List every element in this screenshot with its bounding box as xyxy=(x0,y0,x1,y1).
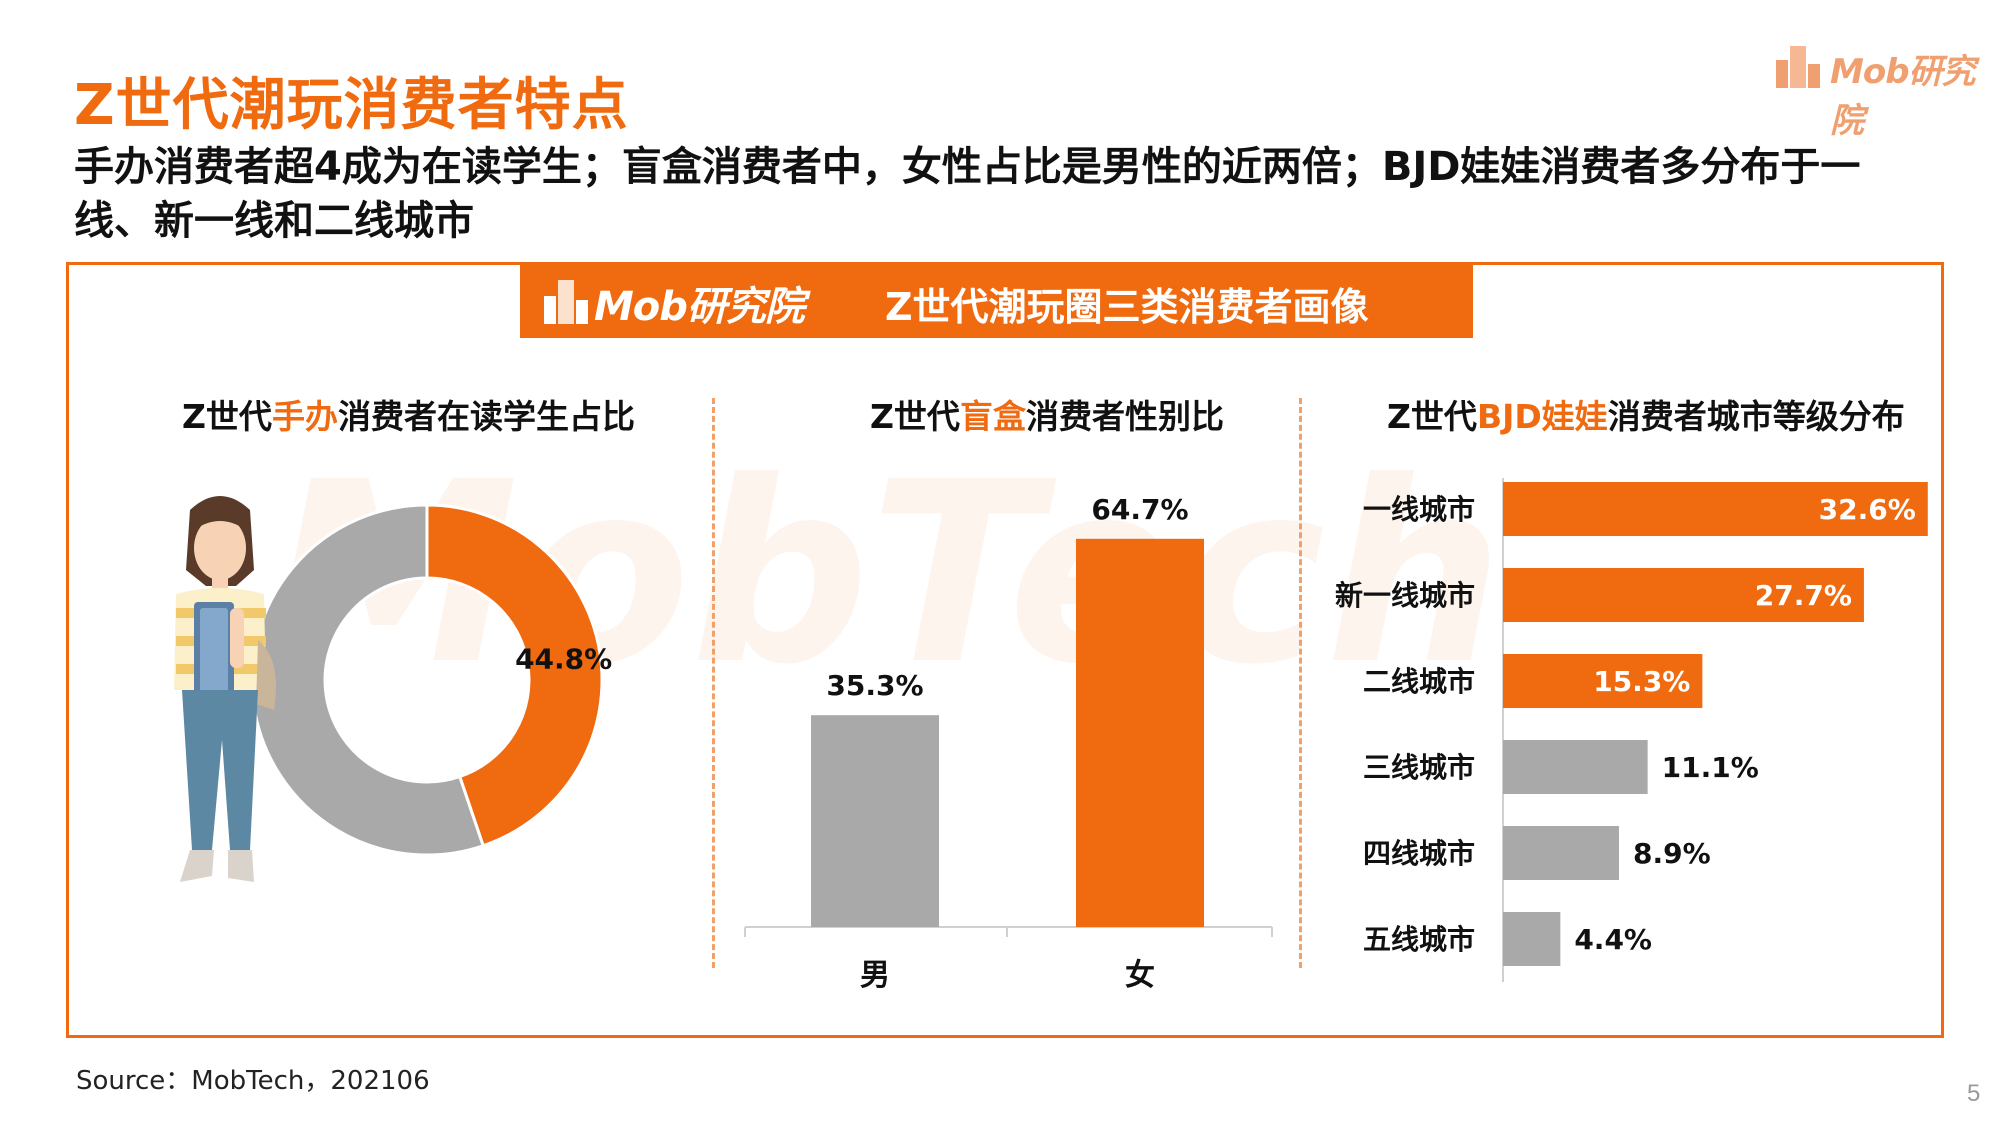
city-bar-label-3: 11.1% xyxy=(1662,751,1759,784)
donut-slice-label-0: 44.8% xyxy=(515,642,612,675)
city-bar-1 xyxy=(1503,568,1864,622)
page-number: 5 xyxy=(1967,1080,1981,1107)
gender-category-1: 女 xyxy=(1125,958,1155,993)
page-subtitle: 手办消费者超4成为在读学生；盲盒消费者中，女性占比是男性的近两倍；BJD娃娃消费… xyxy=(74,144,1861,244)
building-logo-icon xyxy=(1776,46,1820,88)
panel-divider-right xyxy=(1299,398,1302,968)
student-illustration xyxy=(174,496,276,882)
page-title: Z世代潮玩消费者特点 xyxy=(74,73,629,138)
city-bar-5 xyxy=(1503,912,1561,966)
donut-slice-1 xyxy=(250,503,486,857)
gender-bar-chart: 35.3% 男 64.7% 女 xyxy=(744,493,1273,993)
donut-panel-title: Z世代手办消费者在读学生占比 xyxy=(182,397,635,436)
gender-bar-label-0: 35.3% xyxy=(826,669,923,702)
city-category-2: 二线城市 xyxy=(1363,665,1475,698)
city-bar-3 xyxy=(1503,740,1648,794)
donut-slice-0 xyxy=(425,503,604,848)
city-category-3: 三线城市 xyxy=(1363,751,1475,784)
city-category-0: 一线城市 xyxy=(1363,493,1475,526)
mob-logo-text: Mob研究院 xyxy=(1830,52,1976,141)
city-bar-label-0: 32.6% xyxy=(1819,493,1916,526)
city-panel-title: Z世代BJD娃娃消费者城市等级分布 xyxy=(1387,397,1905,436)
city-bar-4 xyxy=(1503,826,1619,880)
gender-category-0: 男 xyxy=(860,958,890,993)
city-bar-0 xyxy=(1503,482,1928,536)
section-banner: Mob研究院 Z世代潮玩圈三类消费者画像 xyxy=(520,262,1473,338)
city-category-5: 五线城市 xyxy=(1363,923,1475,956)
gender-bar-1 xyxy=(1076,538,1204,927)
banner-logo-text: Mob研究院 xyxy=(594,284,805,330)
source-note: Source：MobTech，202106 xyxy=(76,1066,430,1096)
panel-divider-left xyxy=(712,398,715,968)
city-category-4: 四线城市 xyxy=(1363,837,1475,870)
gender-bar-label-1: 64.7% xyxy=(1091,493,1188,526)
gender-bar-0 xyxy=(811,715,939,927)
gender-panel-title: Z世代盲盒消费者性别比 xyxy=(870,397,1224,436)
banner-building-icon xyxy=(544,280,588,324)
mob-logo: Mob研究院 xyxy=(1770,38,1990,141)
city-bar-label-1: 27.7% xyxy=(1755,579,1852,612)
city-bar-label-2: 15.3% xyxy=(1593,665,1690,698)
city-bar-label-5: 4.4% xyxy=(1574,923,1652,956)
city-bar-label-4: 8.9% xyxy=(1633,837,1711,870)
city-bar-2 xyxy=(1503,654,1703,708)
city-category-1: 新一线城市 xyxy=(1335,579,1475,612)
city-tier-bar-chart: 一线城市 32.6% 新一线城市 27.7% 二线城市 15.3% 三线城市 11.1% 四线城… xyxy=(1335,478,1928,982)
banner-title: Z世代潮玩圈三类消费者画像 xyxy=(885,285,1369,329)
student-share-donut-chart: 44.8% xyxy=(250,503,612,857)
